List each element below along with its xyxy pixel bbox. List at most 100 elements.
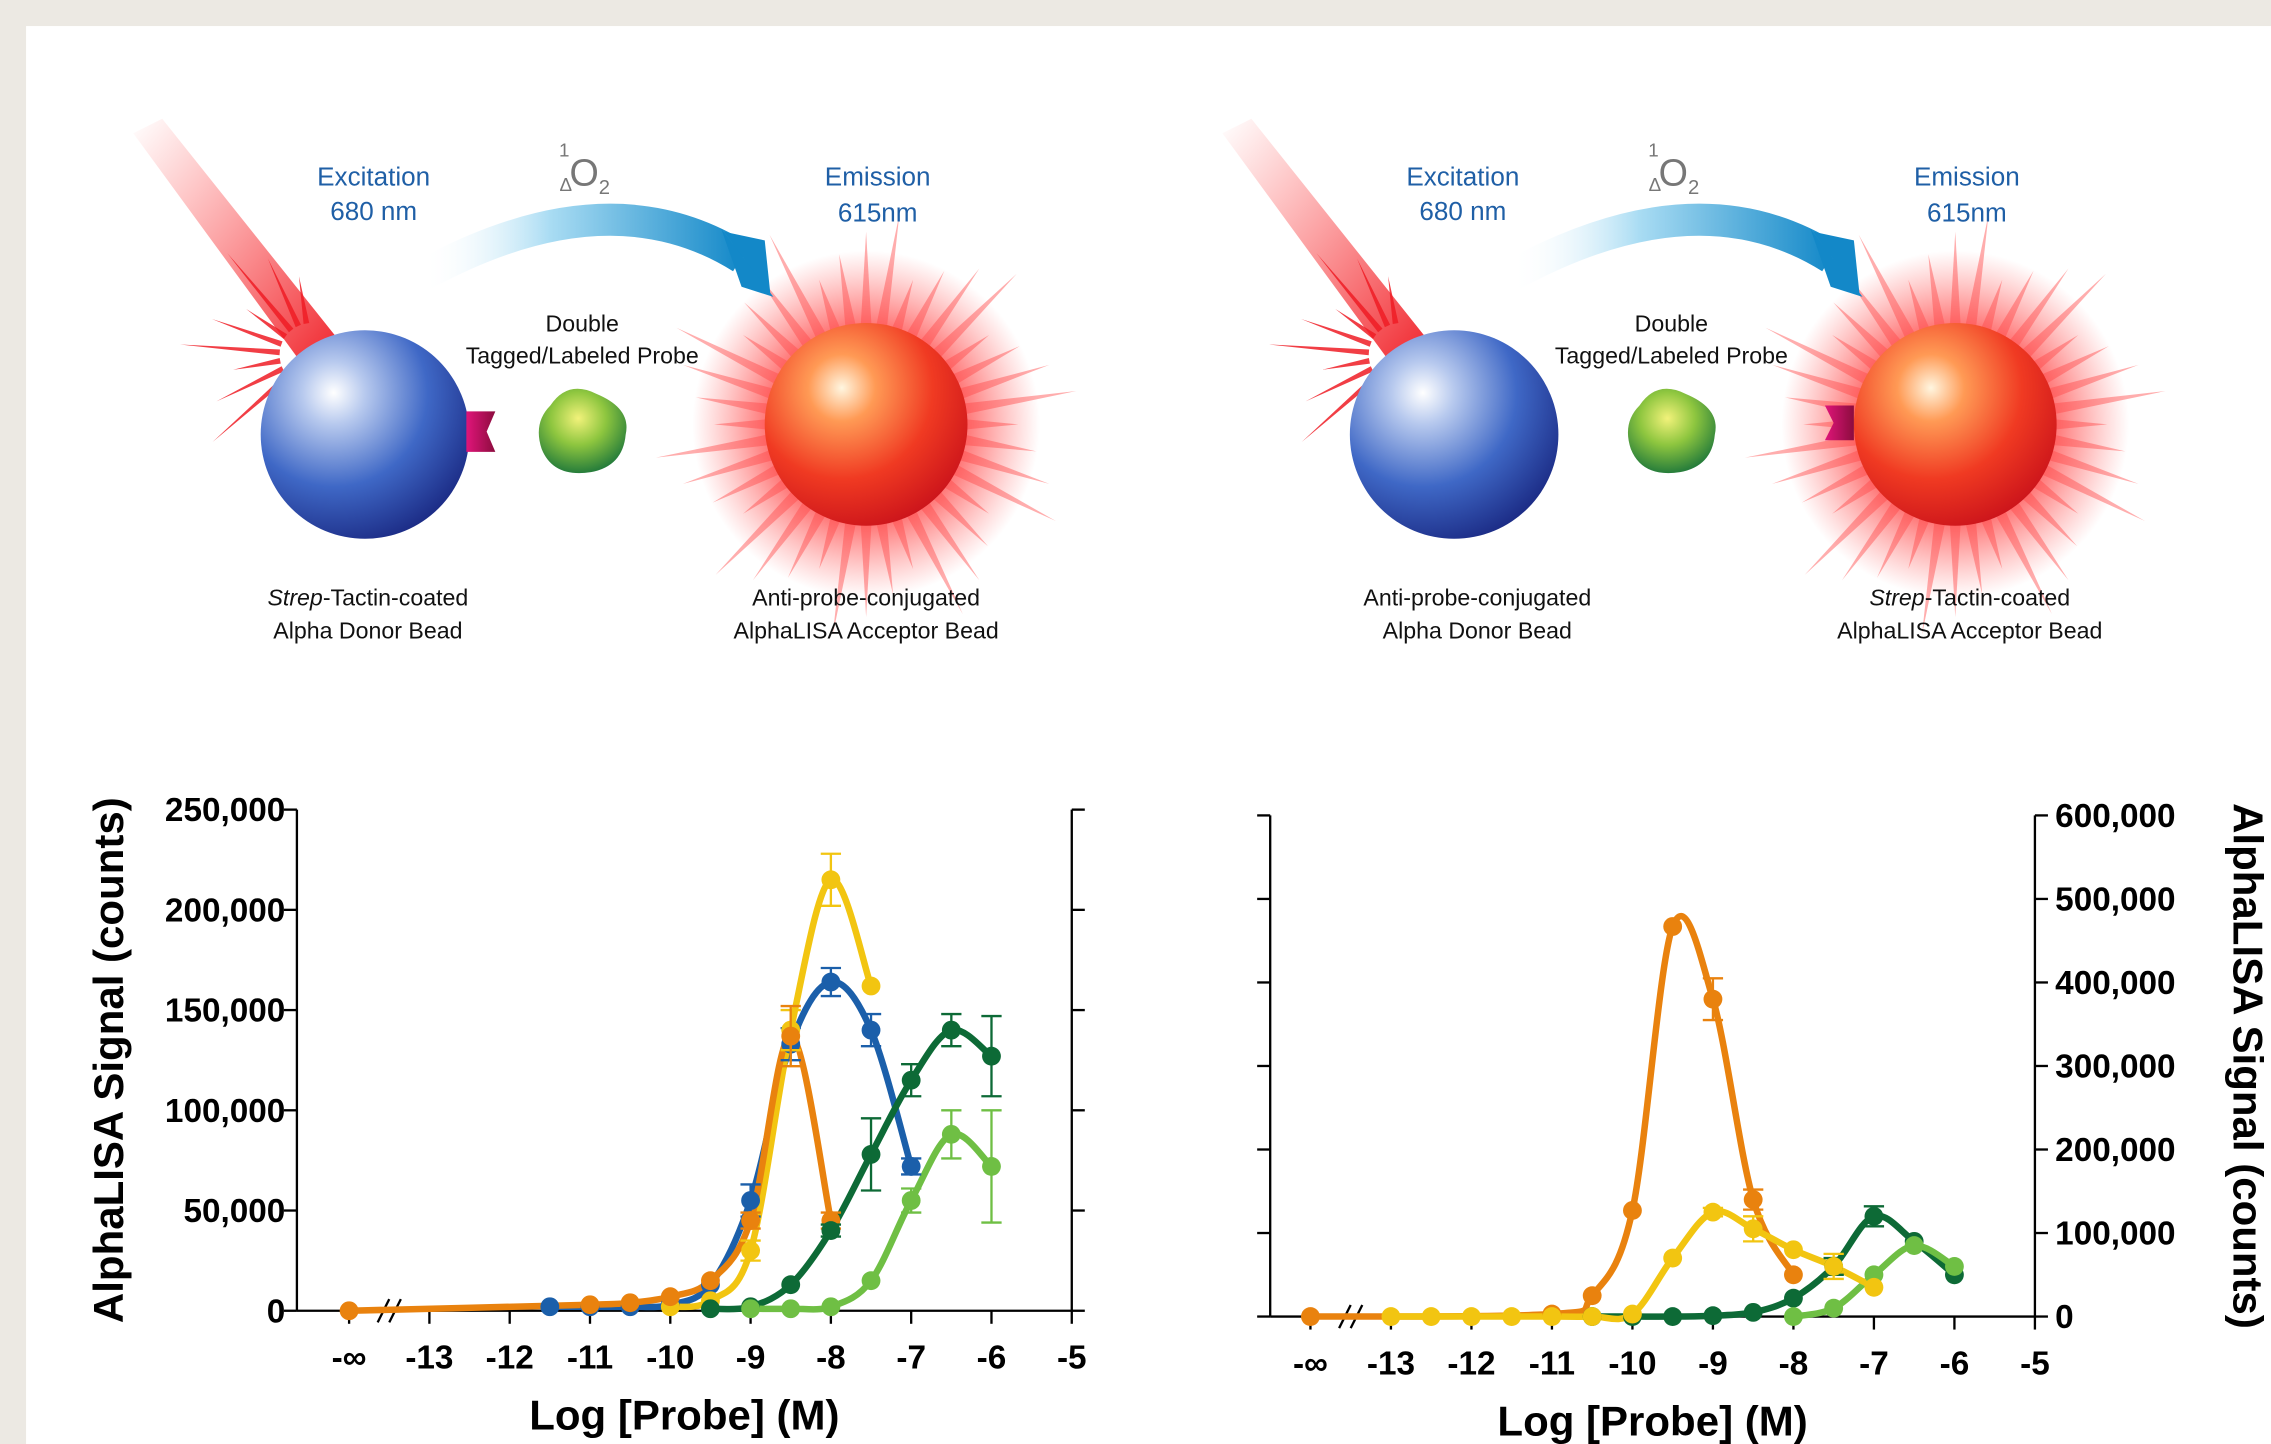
donor-bead — [261, 330, 470, 539]
oxygen-sub: 2 — [599, 177, 610, 199]
data-point — [821, 870, 840, 889]
data-point — [781, 1275, 800, 1294]
data-point — [1865, 1207, 1884, 1226]
data-point — [862, 1145, 881, 1164]
data-point — [741, 1191, 760, 1210]
x-tick-label: -11 — [1529, 1345, 1575, 1382]
data-point — [1663, 917, 1682, 936]
data-point — [1623, 1305, 1642, 1324]
page: Excitation680 nmEmission615nmΔ1O2DoubleT… — [0, 0, 2271, 1444]
bead-label-part: Strep — [1869, 584, 1924, 610]
y2-tick-label: 400,000 — [2055, 965, 2175, 1002]
bead-label: Alpha Donor Bead — [1383, 618, 1572, 644]
emission-label: Emission — [825, 161, 931, 191]
x-tick-label: -12 — [486, 1340, 534, 1377]
data-point — [1583, 1286, 1602, 1305]
donor-bead — [1350, 330, 1559, 539]
data-point — [1784, 1265, 1803, 1284]
data-point — [862, 1021, 881, 1040]
x-axis-title: Log [Probe] (M) — [529, 1392, 839, 1439]
bead-label-part: -Tactin-coated — [1925, 584, 2070, 610]
excitation-wavelength: 680 nm — [1419, 196, 1506, 226]
data-point — [821, 1297, 840, 1316]
data-point — [1663, 1307, 1682, 1326]
data-point — [902, 1191, 921, 1210]
data-point — [781, 1299, 800, 1318]
y-tick-label: 50,000 — [183, 1193, 285, 1230]
data-point — [1784, 1289, 1803, 1308]
y2-tick-label: 300,000 — [2055, 1049, 2175, 1086]
y2-tick-label: 600,000 — [2055, 798, 2175, 835]
x-tick-label: -7 — [896, 1340, 926, 1377]
y2-tick-label: 500,000 — [2055, 882, 2175, 919]
probe-label: Double — [546, 311, 619, 337]
data-point — [581, 1295, 600, 1314]
data-point — [1462, 1307, 1481, 1326]
x-tick-label: -∞ — [1293, 1345, 1328, 1382]
data-point — [1422, 1307, 1441, 1326]
x-tick-label: -8 — [1779, 1345, 1809, 1382]
data-point — [821, 973, 840, 992]
data-point — [1744, 1219, 1763, 1238]
x-tick-label: -∞ — [332, 1340, 367, 1377]
data-point — [1784, 1307, 1803, 1326]
data-point — [1301, 1307, 1320, 1326]
x-tick-label: -13 — [1367, 1345, 1415, 1382]
data-point — [1824, 1299, 1843, 1318]
bead-label-part: Anti-probe-conjugated — [752, 584, 980, 610]
bead-label-part: Alpha Donor Bead — [1383, 618, 1572, 644]
probe-label: Tagged/Labeled Probe — [466, 343, 699, 369]
y-tick-label: 200,000 — [165, 892, 285, 929]
excitation-label: Excitation — [1406, 161, 1519, 191]
data-point — [1704, 990, 1723, 1009]
probe-label: Double — [1635, 311, 1708, 337]
x-tick-label: -6 — [977, 1340, 1007, 1377]
y2-tick-label: 200,000 — [2055, 1132, 2175, 1169]
data-point — [741, 1211, 760, 1230]
probe-label: Tagged/Labeled Probe — [1555, 343, 1788, 369]
data-point — [701, 1271, 720, 1290]
excitation-wavelength: 680 nm — [330, 196, 417, 226]
oxygen-base: O — [1659, 151, 1688, 193]
excitation-label: Excitation — [317, 161, 430, 191]
oxygen-sub: 2 — [1688, 177, 1699, 199]
bead-label: Strep-Tactin-coated — [1869, 584, 2070, 610]
bead-label-part: Strep — [267, 584, 322, 610]
bead-label: AlphaLISA Acceptor Bead — [1837, 618, 2102, 644]
x-tick-label: -5 — [1057, 1340, 1087, 1377]
bead-label-part: Anti-probe-conjugated — [1363, 584, 1591, 610]
x-tick-label: -11 — [567, 1340, 613, 1377]
data-point — [821, 1221, 840, 1240]
emission-label: Emission — [1914, 161, 2020, 191]
data-point — [1784, 1240, 1803, 1259]
x-tick-label: -6 — [1940, 1345, 1970, 1382]
data-point — [902, 1157, 921, 1176]
data-point — [1502, 1307, 1521, 1326]
x-tick-label: -13 — [405, 1340, 453, 1377]
y-tick-label: 250,000 — [165, 792, 285, 829]
x-axis-title: Log [Probe] (M) — [1497, 1397, 1807, 1444]
data-point — [942, 1021, 961, 1040]
data-point — [982, 1157, 1001, 1176]
x-tick-label: -7 — [1859, 1345, 1889, 1382]
data-point — [661, 1287, 680, 1306]
data-point — [1704, 1306, 1723, 1325]
data-point — [1945, 1257, 1964, 1276]
data-point — [1865, 1278, 1884, 1297]
y-tick-label: 150,000 — [165, 993, 285, 1030]
x-tick-label: -12 — [1447, 1345, 1495, 1382]
bead-label-part: -Tactin-coated — [323, 584, 468, 610]
oxygen-sup: 1 — [559, 139, 569, 160]
data-point — [1663, 1249, 1682, 1268]
y2-tick-label: 100,000 — [2055, 1216, 2175, 1253]
panel — [26, 26, 2271, 1444]
emission-wavelength: 615nm — [838, 198, 918, 228]
bead-label-part: AlphaLISA Acceptor Bead — [1837, 618, 2102, 644]
y2-axis-title: AlphaLISA Signal (counts) — [2224, 803, 2271, 1329]
data-point — [741, 1299, 760, 1318]
data-point — [1704, 1203, 1723, 1222]
data-point — [1905, 1236, 1924, 1255]
data-point — [1623, 1201, 1642, 1220]
x-tick-label: -8 — [816, 1340, 846, 1377]
oxygen-base: O — [570, 151, 599, 193]
